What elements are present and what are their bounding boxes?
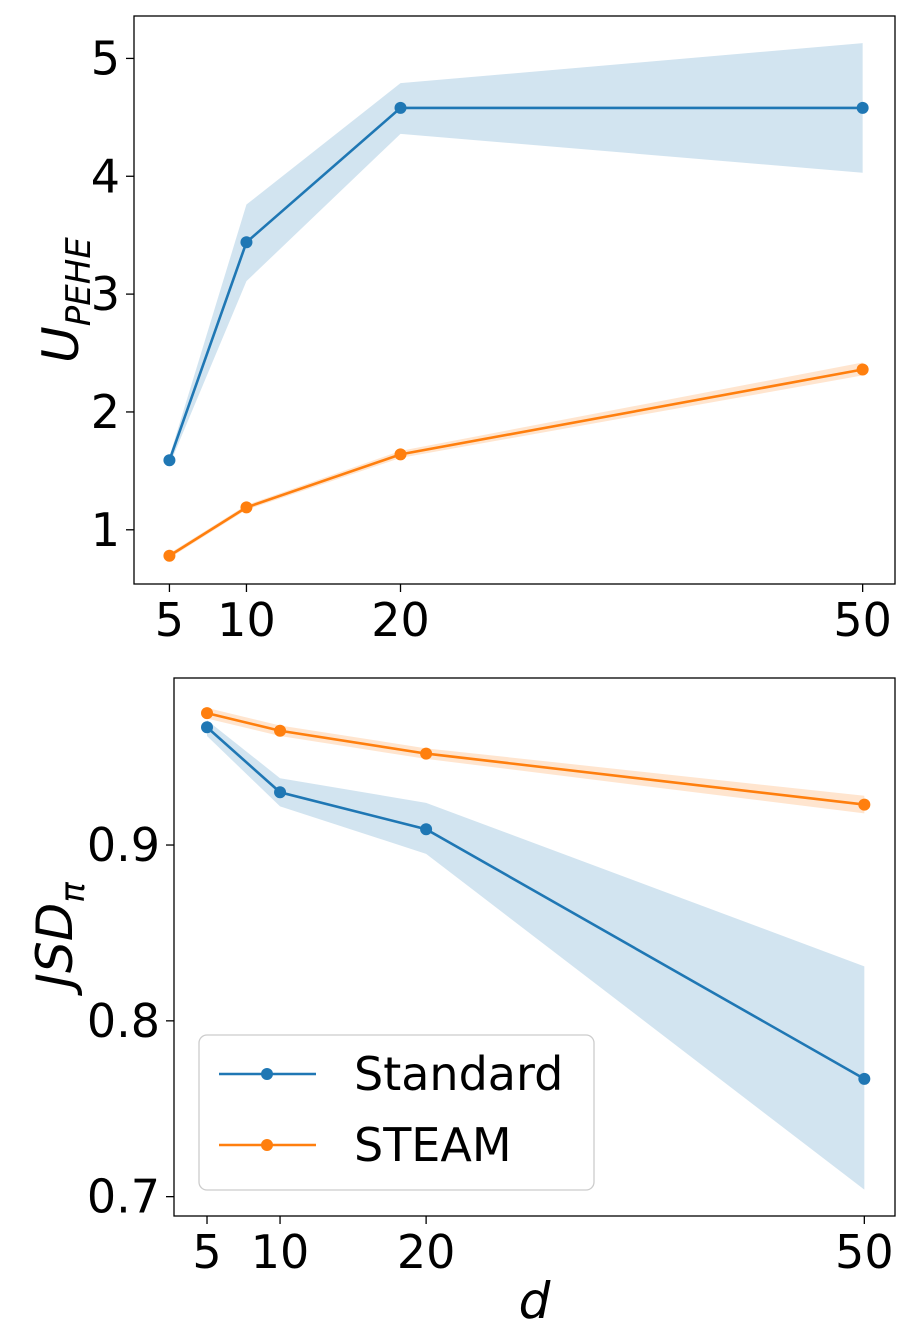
- x-tick-label: 50: [835, 1225, 894, 1279]
- data-point-standard: [163, 454, 176, 467]
- y-axis-label-main: U: [32, 326, 90, 363]
- series-line-standard: [206, 726, 865, 1080]
- y-axis-label-subscript: π: [53, 882, 93, 903]
- data-point-steam: [274, 724, 287, 737]
- data-point-steam: [856, 363, 869, 376]
- confidence-band-steam: [169, 362, 863, 559]
- confidence-band-steam: [207, 707, 865, 814]
- legend-marker-steam: [261, 1139, 273, 1151]
- data-point-steam: [201, 707, 214, 720]
- axes-frame: [133, 15, 896, 585]
- x-tick-label: 10: [251, 1225, 310, 1279]
- axes-frame: [173, 677, 896, 1217]
- data-point-steam: [163, 549, 176, 562]
- series-line-steam: [206, 711, 865, 806]
- data-point-standard: [858, 1072, 871, 1085]
- y-tick-label: 3: [91, 267, 120, 321]
- y-axis-label-main: JSD: [26, 903, 84, 997]
- x-tick-label: 50: [833, 593, 892, 647]
- x-tick-label: 20: [397, 1225, 456, 1279]
- data-point-standard: [856, 101, 869, 114]
- data-point-standard: [394, 101, 407, 114]
- data-point-steam: [420, 747, 433, 760]
- y-axis-label: JSDπ: [26, 882, 93, 997]
- y-axis-label: UPEHE: [32, 237, 99, 363]
- x-tick-label: 5: [192, 1225, 221, 1279]
- legend-label-steam: STEAM: [354, 1118, 512, 1172]
- y-tick-label: 0.8: [87, 994, 160, 1048]
- y-tick-label: 0.7: [87, 1170, 160, 1224]
- y-tick-label: 5: [91, 31, 120, 85]
- data-point-standard: [274, 786, 287, 799]
- chart-1: 5 10 20 50 1 2 3 4 5 UPEHE: [32, 15, 896, 647]
- legend-label-standard: Standard: [354, 1047, 563, 1101]
- y-tick-label: 4: [91, 149, 120, 203]
- series-line-standard: [168, 106, 863, 461]
- y-tick-label: 2: [91, 385, 120, 439]
- x-tick-label: 10: [217, 593, 276, 647]
- data-point-steam: [858, 798, 871, 811]
- legend-marker-standard: [261, 1068, 273, 1080]
- y-tick-label: 1: [91, 503, 120, 557]
- data-point-standard: [201, 721, 214, 734]
- confidence-band-standard: [169, 43, 863, 465]
- x-tick-label: 20: [371, 593, 430, 647]
- x-tick-label: 5: [155, 593, 184, 647]
- data-point-steam: [394, 448, 407, 461]
- x-axis-label: d: [519, 1272, 551, 1330]
- data-point-standard: [420, 823, 433, 836]
- legend: Standard STEAM: [198, 1034, 595, 1191]
- y-tick-label: 0.9: [87, 818, 160, 872]
- confidence-band-standard: [207, 720, 865, 1190]
- data-point-steam: [240, 501, 253, 514]
- series-line-steam: [168, 368, 863, 557]
- y-axis-label-subscript: PEHE: [59, 237, 99, 327]
- data-point-standard: [240, 236, 253, 249]
